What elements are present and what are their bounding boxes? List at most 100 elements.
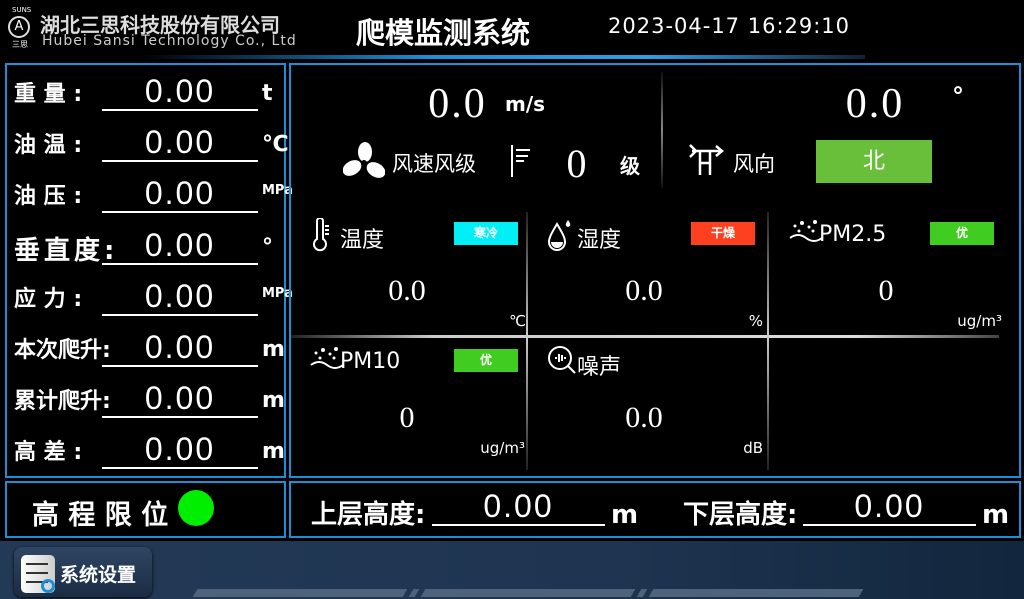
row-label: 垂直度:: [14, 235, 119, 266]
cell-value: 0: [399, 401, 415, 434]
cell-title: 温度: [340, 228, 385, 253]
wind-direction-label: 风向: [733, 152, 775, 176]
row-unit: m: [262, 337, 285, 362]
lower-height-label: 下层高度:: [683, 500, 798, 530]
row-unit: t: [262, 81, 273, 106]
row-label: 应 力 :: [14, 286, 83, 312]
row-unit: m: [262, 388, 285, 414]
system-settings-button[interactable]: 系统设置: [14, 547, 152, 597]
status-badge: 寒冷: [454, 222, 518, 245]
row-underline: [102, 160, 258, 163]
logo-bottom: 三思: [12, 40, 28, 49]
header-glow-line: [140, 55, 865, 59]
cell-value: 0.0: [625, 401, 663, 434]
row-value: 0.00: [144, 380, 216, 417]
wind-vane-icon: [686, 141, 726, 177]
cell-value: 0.0: [388, 274, 426, 307]
water-drop-icon: [547, 218, 573, 256]
lower-height-unit: m: [982, 500, 1010, 530]
upper-height-label: 上层高度:: [311, 500, 426, 530]
row-underline: [102, 262, 258, 265]
row-unit: ℃: [262, 132, 289, 158]
wind-direction-badge: 北: [816, 140, 932, 183]
grid-line-v1: [526, 212, 528, 470]
status-badge: 干燥: [691, 222, 755, 245]
row-label: 油 压 :: [14, 184, 83, 210]
row-underline: [102, 211, 258, 214]
row-label: 重 量 :: [14, 82, 83, 107]
row-unit: MPa: [262, 183, 293, 199]
row-value: 0.00: [144, 226, 216, 263]
cell-value: 0.0: [625, 274, 663, 307]
row-underline: [102, 109, 258, 111]
row-value: 0.00: [144, 277, 216, 314]
wind-level-icon: [511, 145, 533, 177]
grid-line-h: [291, 335, 999, 338]
datetime: 2023-04-17 16:29:10: [608, 14, 851, 38]
cell-unit: ug/m³: [480, 439, 525, 457]
grid-line-v2: [767, 212, 769, 470]
company-name-cn: 湖北三思科技股份有限公司: [40, 13, 280, 37]
page-title: 爬模监测系统: [356, 16, 531, 50]
height-panel: [289, 481, 1021, 538]
row-unit: m: [262, 439, 285, 465]
row-underline: [102, 416, 258, 419]
footer-decor: [192, 589, 868, 597]
limit-status-indicator: [178, 490, 214, 526]
thermometer-icon: [310, 217, 332, 256]
cell-unit: ℃: [509, 312, 526, 330]
cell-title: 噪声: [577, 355, 622, 380]
status-badge: 优: [930, 222, 994, 245]
sensor-panel: [5, 63, 286, 478]
company-name-en: Hubei Sansi Technology Co., Ltd: [42, 33, 297, 49]
settings-label: 系统设置: [60, 564, 137, 586]
footer: [0, 541, 1024, 599]
header: SUNS A 三思 湖北三思科技股份有限公司 Hubei Sansi Techn…: [0, 0, 1024, 60]
cell-title: PM10: [340, 349, 401, 374]
cell-unit: ug/m³: [957, 312, 1002, 330]
row-value: 0.00: [144, 175, 216, 212]
wind-level-value: 0: [566, 141, 589, 186]
degree-unit: °: [952, 82, 964, 110]
lower-height-value: 0.00: [854, 488, 925, 524]
row-value: 0.00: [144, 124, 216, 161]
particles-icon: [310, 345, 344, 375]
row-label: 本次爬升:: [14, 338, 111, 363]
row-underline: [102, 365, 258, 367]
environment-panel: [289, 63, 1021, 478]
row-unit: °: [262, 234, 273, 260]
lower-height-underline: [803, 524, 976, 526]
cell-value: 0: [878, 274, 894, 307]
cell-title: 湿度: [577, 228, 622, 253]
fan-icon: [342, 142, 386, 180]
cell-unit: %: [748, 312, 763, 330]
row-value: 0.00: [144, 329, 216, 365]
upper-height-underline: [432, 524, 605, 526]
row-label: 累计爬升:: [14, 389, 111, 415]
wind-level-unit: 级: [620, 154, 640, 178]
noise-icon: [547, 345, 577, 379]
row-underline: [102, 467, 258, 470]
wind-speed-unit: m/s: [505, 92, 546, 116]
wind-speed-value: 0.0: [428, 81, 487, 127]
cell-unit: dB: [743, 439, 763, 457]
limit-label: 高 程 限 位: [32, 500, 169, 531]
upper-height-unit: m: [611, 500, 639, 530]
divider: [661, 72, 663, 188]
company-logo: SUNS A 三思: [6, 6, 36, 49]
upper-height-value: 0.00: [483, 488, 554, 524]
row-label: 油 温 :: [14, 133, 83, 159]
particles-icon: [789, 218, 823, 248]
row-value: 0.00: [144, 73, 216, 109]
status-badge: 优: [454, 349, 518, 372]
cell-title: PM2.5: [819, 222, 887, 247]
row-underline: [102, 313, 258, 316]
limit-panel: [5, 481, 286, 538]
row-unit: MPa: [262, 285, 293, 301]
logo-top: SUNS: [12, 6, 32, 14]
wind-direction-degree: 0.0: [845, 81, 905, 127]
row-label: 高 差 :: [14, 440, 83, 466]
wind-speed-label: 风速风级: [392, 152, 476, 176]
row-value: 0.00: [144, 431, 216, 468]
settings-icon: [21, 555, 55, 593]
